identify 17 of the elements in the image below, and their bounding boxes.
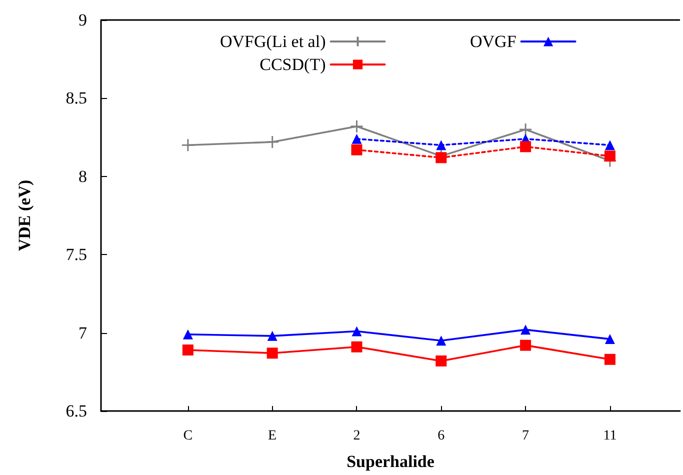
- y-axis-title: VDE (eV): [15, 180, 34, 252]
- y-tick-label: 9: [78, 10, 87, 30]
- y-tick-label: 7: [78, 323, 88, 342]
- x-axis-title: Superhalide: [346, 452, 435, 471]
- legend-label: OVFG(Li et al): [220, 32, 326, 51]
- y-tick-label: 6.5: [66, 402, 87, 420]
- legend-label: CCSD(T): [260, 55, 326, 74]
- x-tick-label: 2: [353, 428, 360, 444]
- y-tick-label: 8.5: [66, 88, 87, 108]
- x-tick-label: 6: [438, 428, 445, 444]
- x-tick-label: C: [183, 428, 193, 444]
- y-tick-label: 8: [78, 166, 87, 186]
- legend-label: OVGF: [470, 32, 516, 51]
- x-tick-label: 11: [603, 428, 617, 444]
- y-tick-label: 7.5: [66, 245, 87, 264]
- x-tick-label: 7: [522, 428, 530, 444]
- x-tick-label: E: [268, 428, 277, 444]
